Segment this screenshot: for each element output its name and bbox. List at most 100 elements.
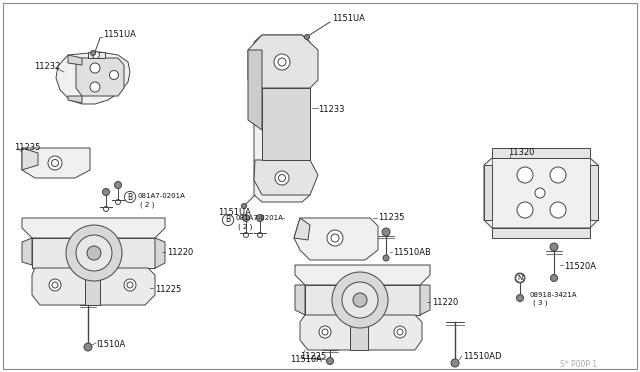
- Circle shape: [353, 293, 367, 307]
- Text: 08918-3421A: 08918-3421A: [530, 292, 577, 298]
- Text: ( 2 ): ( 2 ): [140, 201, 154, 208]
- Circle shape: [52, 282, 58, 288]
- Text: S* P00P 1: S* P00P 1: [560, 360, 597, 369]
- Circle shape: [305, 35, 310, 39]
- Circle shape: [550, 243, 558, 251]
- Text: 1151UA: 1151UA: [218, 208, 251, 217]
- Polygon shape: [254, 160, 318, 195]
- Circle shape: [516, 295, 524, 301]
- Circle shape: [115, 182, 122, 189]
- Polygon shape: [295, 265, 430, 285]
- Circle shape: [550, 275, 557, 282]
- Text: B: B: [127, 192, 132, 202]
- Text: 11220: 11220: [167, 248, 193, 257]
- Text: 11520A: 11520A: [564, 262, 596, 271]
- Polygon shape: [484, 158, 598, 228]
- Polygon shape: [68, 96, 82, 103]
- Text: B: B: [225, 215, 230, 224]
- Circle shape: [382, 228, 390, 236]
- Circle shape: [397, 329, 403, 335]
- Polygon shape: [22, 148, 38, 170]
- Circle shape: [241, 203, 246, 208]
- Circle shape: [124, 279, 136, 291]
- Circle shape: [274, 54, 290, 70]
- Circle shape: [326, 357, 333, 365]
- Polygon shape: [295, 285, 305, 315]
- Text: 11225: 11225: [155, 285, 181, 294]
- Circle shape: [394, 326, 406, 338]
- Text: ( 2 ): ( 2 ): [238, 223, 252, 230]
- Circle shape: [451, 359, 459, 367]
- Polygon shape: [76, 58, 124, 96]
- Polygon shape: [56, 52, 130, 104]
- Circle shape: [51, 160, 58, 167]
- Text: 11235: 11235: [14, 143, 40, 152]
- Circle shape: [515, 273, 525, 283]
- Polygon shape: [350, 315, 368, 350]
- Text: 081A7-0201A: 081A7-0201A: [137, 193, 185, 199]
- Circle shape: [517, 167, 533, 183]
- Circle shape: [342, 282, 378, 318]
- Polygon shape: [248, 35, 318, 88]
- Circle shape: [84, 343, 92, 351]
- Polygon shape: [22, 238, 32, 265]
- Polygon shape: [300, 315, 422, 350]
- Text: N: N: [517, 275, 523, 281]
- Circle shape: [275, 171, 289, 185]
- Circle shape: [517, 202, 533, 218]
- Polygon shape: [248, 50, 262, 130]
- Circle shape: [327, 230, 343, 246]
- Polygon shape: [420, 285, 430, 315]
- Polygon shape: [590, 165, 598, 220]
- Text: 11510AD: 11510AD: [463, 352, 502, 361]
- Circle shape: [49, 279, 61, 291]
- Text: 11233: 11233: [318, 105, 344, 114]
- Text: 11225: 11225: [300, 352, 326, 361]
- Circle shape: [331, 234, 339, 242]
- Polygon shape: [88, 52, 105, 58]
- Polygon shape: [294, 218, 378, 260]
- Text: 11510A: 11510A: [290, 355, 322, 364]
- Circle shape: [243, 215, 250, 221]
- Polygon shape: [262, 88, 310, 160]
- Text: 1151UA: 1151UA: [103, 30, 136, 39]
- Circle shape: [319, 326, 331, 338]
- Polygon shape: [22, 218, 165, 238]
- Circle shape: [93, 51, 99, 58]
- Polygon shape: [294, 218, 310, 240]
- Polygon shape: [32, 238, 155, 268]
- Circle shape: [87, 246, 101, 260]
- Circle shape: [102, 189, 109, 196]
- Text: ( 3 ): ( 3 ): [533, 300, 547, 307]
- Circle shape: [278, 58, 286, 66]
- Polygon shape: [305, 285, 420, 315]
- Polygon shape: [68, 55, 82, 65]
- Polygon shape: [155, 238, 165, 268]
- Circle shape: [90, 63, 100, 73]
- Circle shape: [48, 156, 62, 170]
- Circle shape: [109, 71, 118, 80]
- Text: 11510AB: 11510AB: [393, 248, 431, 257]
- Circle shape: [550, 202, 566, 218]
- Circle shape: [90, 82, 100, 92]
- Polygon shape: [484, 165, 492, 220]
- Circle shape: [332, 272, 388, 328]
- Circle shape: [322, 329, 328, 335]
- Circle shape: [383, 255, 389, 261]
- Polygon shape: [85, 268, 100, 305]
- Circle shape: [90, 51, 95, 55]
- Circle shape: [127, 282, 133, 288]
- Text: 11232: 11232: [34, 62, 60, 71]
- Polygon shape: [22, 148, 90, 178]
- Circle shape: [550, 167, 566, 183]
- Text: 11220: 11220: [432, 298, 458, 307]
- Text: 11235: 11235: [378, 213, 404, 222]
- Circle shape: [66, 225, 122, 281]
- Circle shape: [535, 188, 545, 198]
- Text: 11320: 11320: [508, 148, 534, 157]
- Text: 1151UA: 1151UA: [332, 14, 365, 23]
- Polygon shape: [492, 148, 590, 158]
- Polygon shape: [254, 35, 310, 202]
- Circle shape: [278, 174, 285, 182]
- Circle shape: [76, 235, 112, 271]
